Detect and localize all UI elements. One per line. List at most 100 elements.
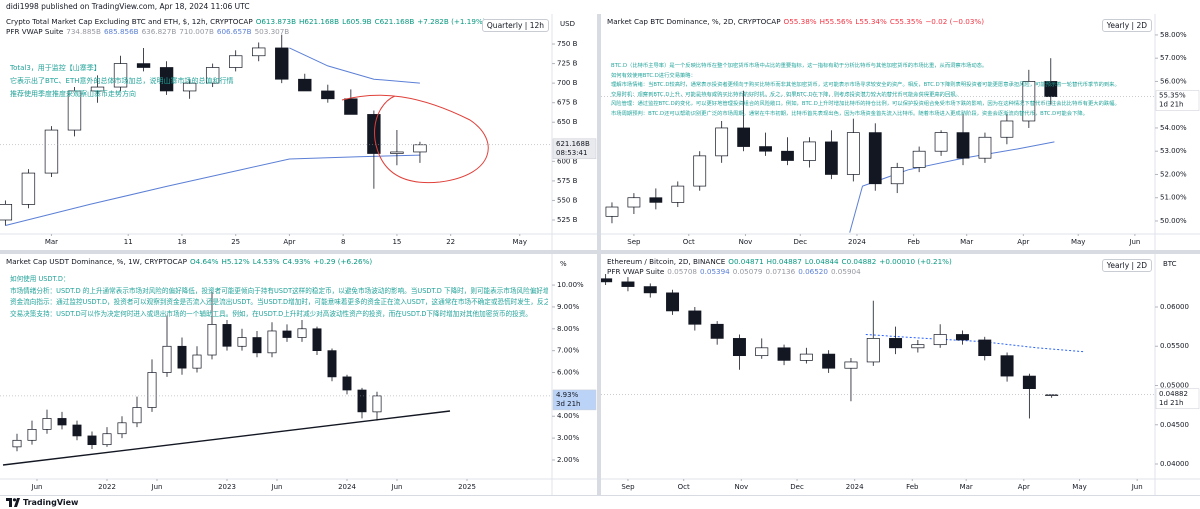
candle-body [162,345,172,373]
candle-body [177,345,187,369]
candle-body [147,372,157,408]
x-tick-label: Oct [678,483,690,491]
candle-body [67,90,82,131]
candle-body [357,389,367,413]
candle-body [868,132,882,185]
chart: 10.00% 9.00% 8.00% 7.00% 6.00% 4.00% 3.00% 2.00… [0,254,597,495]
annotation-text: 理解市场情绪：当BTC.D较高时，通常表示投资者更倾向于购买比特币而非其他加密货… [611,82,1120,88]
y-tick-label: 52.00% [1160,170,1187,178]
interval-button[interactable]: Yearly | 2D [1101,259,1152,272]
chart-panel[interactable]: 10.00% 9.00% 8.00% 7.00% 6.00% 4.00% 3.00% 2.00… [0,254,597,495]
top-bar: didi1998 published on TradingView.com, A… [0,0,1200,14]
x-tick-label: Jun [1131,483,1143,491]
annotation-text: 推荐使用季度推度来观察山寨币走势方向 [10,90,136,98]
x-tick-label: 15 [392,238,401,246]
legend: Ethereum / Bitcoin, 2D, BINANCE O0.04871 H… [607,257,955,277]
y-tick-label: 58.00% [1160,31,1187,39]
annotation-text: 如何使用 USDT.D： [10,275,70,283]
y-tick-label: 53.00% [1160,147,1187,155]
last-price-label: 0.04882 [1159,390,1188,398]
x-tick-label: May [1072,483,1086,491]
ohlc-value: O4.64% [189,257,219,266]
annotation-text: 市场情绪分析：USDT.D 的上升通常表示市场对风险的偏好降低，投资者可能更倾向… [10,286,548,295]
interval-button[interactable]: Quarterly | 12h [481,19,549,32]
change-value: +7.282B (+1.19%) [417,17,486,26]
ohlc-value: C621.168B [374,17,415,26]
candle-body [934,132,948,152]
candle-body [267,330,277,354]
annotation-text: 风险管理：通过监控BTC.D的变化，可以更好地管理投资组合的风险敞口。例如，BT… [611,101,1120,107]
indicator-value: 734.885B [66,27,101,36]
candle-body [367,114,381,154]
indicator-value: 606.657B [216,27,252,36]
y-tick-label: 51.00% [1160,194,1187,202]
candle-body [372,395,382,413]
series-title: Crypto Total Market Cap Excluding BTC an… [6,17,253,26]
candle-body [182,82,197,92]
y-tick-label: 0.06000 [1160,303,1189,311]
chart: 58.00% 57.00% 56.00% 54.00% 53.00% 52.00% 51.0… [601,14,1200,250]
price-unit: USD [560,20,575,28]
indicator-value: 0.05394 [700,267,730,276]
chart: 0.06000 0.05500 0.05000 0.04500 0.04000 Sep Oc… [601,254,1200,495]
y-tick-label: 700 B [557,79,578,87]
chart-panel[interactable]: 58.00% 57.00% 56.00% 54.00% 53.00% 52.00% 51.0… [601,14,1200,250]
candle-body [27,429,37,441]
candle-body [117,422,127,435]
x-tick-label: 25 [231,238,240,246]
y-tick-label: 9.00% [557,303,580,311]
candle-body [666,292,680,312]
legend: Crypto Total Market Cap Excluding BTC an… [6,17,489,37]
candle-body [1000,355,1014,377]
y-tick-label: 10.00% [557,281,584,289]
y-tick-label: 0.04500 [1160,421,1189,429]
candle-body [737,127,750,147]
x-tick-label: Nov [739,238,753,246]
trend-line [2,410,451,466]
countdown-label: 1d 21h [1159,399,1183,407]
candle-body [342,376,352,391]
change-value: +0.00010 (+0.21%) [879,257,952,266]
candle-body [693,155,707,187]
candle-body [132,407,142,424]
candle-body [1000,120,1014,138]
candle-body [192,354,202,369]
indicator-value: 0.05708 [667,267,698,276]
candle-body [627,197,641,208]
candle-body [755,347,769,357]
vwap-line [289,47,420,84]
candle-body [715,127,729,157]
chart-panel[interactable]: 0.06000 0.05500 0.05000 0.04500 0.04000 Sep Oc… [601,254,1200,495]
x-tick-label: Jun [391,483,403,491]
candle-body [671,185,685,203]
vwap-line [5,154,420,226]
candle-body [44,129,59,174]
change-value: +0.29 (+6.26%) [313,257,373,266]
ohlc-value: L55.34% [855,17,887,26]
candle-body [911,344,925,349]
candle-body [297,328,307,338]
y-tick-label: 56.00% [1160,77,1187,85]
indicator-row: PFR VWAP Suite 734.885B 685.856B 636.827B 71… [6,27,489,37]
chart-panel[interactable]: 750 B 725 B 700 B 675 B 650 B 600 B 575 B 550 B… [0,14,597,250]
x-tick-label: 2025 [458,483,476,491]
x-tick-label: Dec [790,483,804,491]
candle-body [1044,81,1058,97]
interval-button[interactable]: Yearly | 2D [1101,19,1152,32]
y-tick-label: 3.00% [557,434,580,442]
indicator-value: 710.007B [179,27,214,36]
candle-body [136,63,151,68]
candle-body [312,328,322,351]
vwap-line [849,141,1055,233]
y-tick-label: 6.00% [557,369,580,377]
legend-row: Ethereum / Bitcoin, 2D, BINANCE O0.04871 H… [607,257,955,267]
x-tick-label: 2023 [218,483,236,491]
candle-body [912,150,926,168]
x-tick-label: Jun [31,483,43,491]
candle-body [732,338,746,357]
y-tick-label: 4.00% [557,412,580,420]
annotation-text: Total3，用于监控【山寨季】 [10,64,101,72]
last-price-box [552,138,597,160]
candle-body [844,361,858,369]
annotation-text: 如何有效使用BTC.D进行交易策略： [611,72,696,79]
